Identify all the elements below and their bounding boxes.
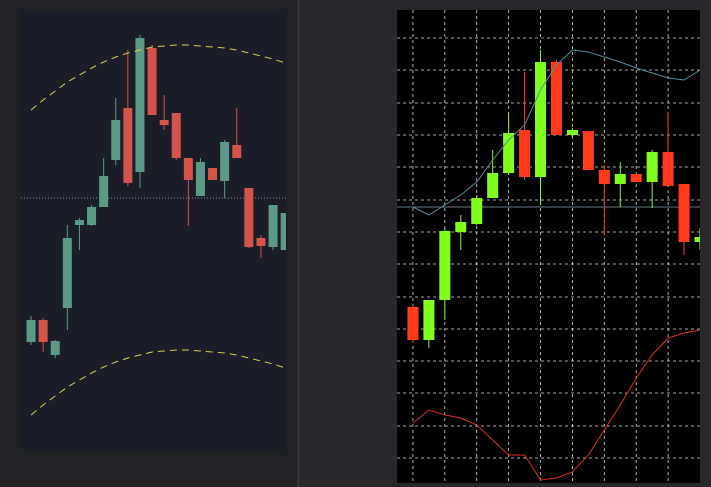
- candle-body: [26, 320, 36, 342]
- indicator-line: [30, 44, 286, 111]
- chart: [21, 35, 286, 416]
- candle-body: [87, 207, 97, 225]
- candle-body: [268, 205, 278, 247]
- chart: [397, 10, 700, 483]
- candle-body: [439, 231, 451, 300]
- candle-body: [99, 176, 109, 207]
- candle-body: [407, 307, 419, 340]
- candle-body: [566, 130, 578, 135]
- candle-body: [244, 188, 254, 247]
- candle-body: [423, 300, 435, 340]
- candle-body: [111, 120, 121, 160]
- candle-body: [614, 174, 626, 184]
- candle-body: [74, 220, 84, 225]
- candle-body: [694, 237, 700, 242]
- candle-body: [503, 133, 515, 173]
- candle-body: [50, 341, 60, 355]
- candle-body: [550, 62, 562, 135]
- candle-body: [630, 174, 642, 182]
- candle-body: [535, 62, 547, 177]
- candle-body: [38, 320, 48, 342]
- divider: [297, 0, 300, 487]
- candle-body: [646, 152, 658, 182]
- candle-body: [280, 213, 286, 250]
- candle-body: [62, 238, 72, 308]
- candle-body: [183, 158, 193, 180]
- candle-body: [582, 131, 594, 170]
- indicator-line: [30, 349, 286, 416]
- candle-body: [678, 184, 690, 242]
- indicator-line: [412, 49, 700, 216]
- candle-body: [256, 238, 266, 246]
- candle-body: [123, 108, 133, 183]
- candle-body: [662, 152, 674, 186]
- candle-body: [455, 222, 467, 232]
- candle-body: [171, 113, 181, 158]
- candle-body: [195, 162, 205, 196]
- candle-body: [220, 142, 230, 181]
- candle-body: [208, 168, 218, 180]
- indicator-line: [412, 329, 700, 481]
- candle-body: [598, 170, 610, 184]
- candle-body: [487, 173, 499, 198]
- candle-body: [232, 145, 242, 158]
- candle-body: [159, 120, 169, 125]
- candle-body: [471, 198, 483, 224]
- candle-body: [135, 38, 145, 172]
- candle-body: [519, 130, 531, 177]
- candle-body: [147, 48, 157, 115]
